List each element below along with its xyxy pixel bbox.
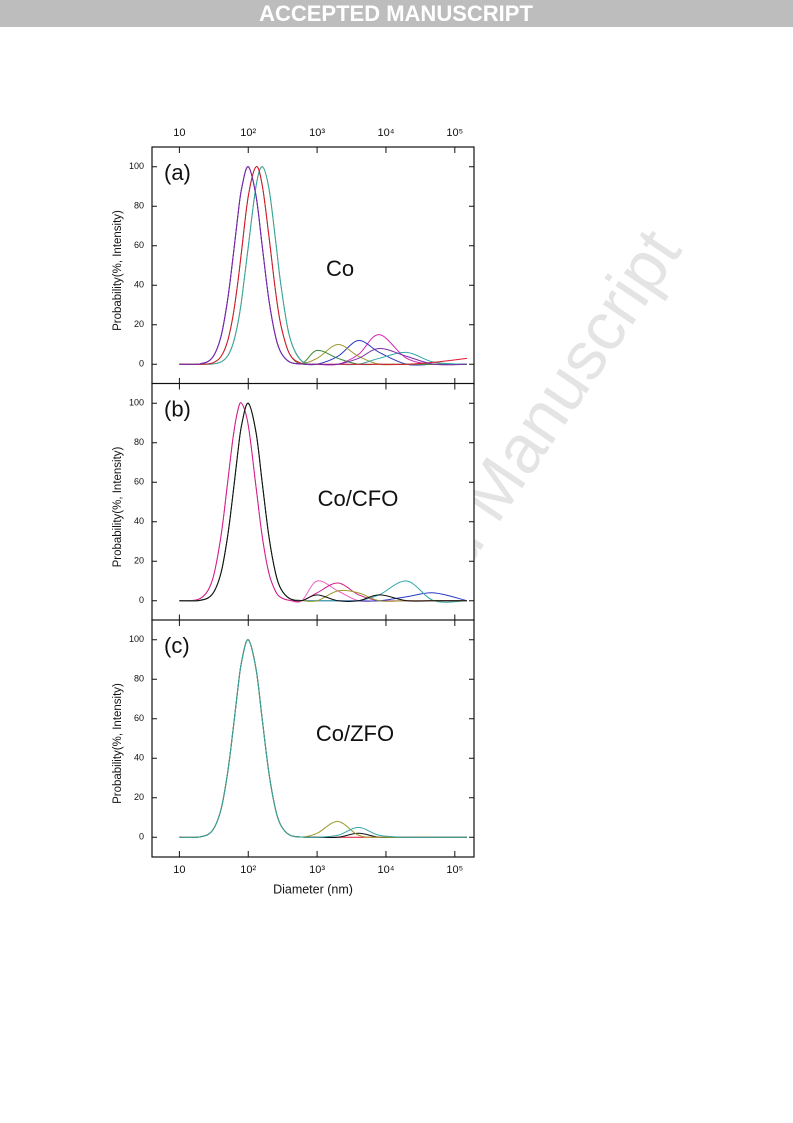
y-tick-label: 20 [134,319,144,329]
y-axis-label: Probability(%, Intensity) [112,210,124,331]
annotation: Co/CFO [318,486,399,511]
y-tick-label: 60 [134,477,144,487]
y-tick-label: 100 [129,398,144,408]
series-group [179,402,468,603]
y-tick-label: 20 [134,556,144,566]
x-tick-label: 10⁵ [446,864,463,876]
x-axis-label: Diameter (nm) [273,882,353,896]
y-tick-label: 80 [134,437,144,447]
plot-area [152,383,474,621]
x-tick-label: 10⁴ [377,127,394,139]
y-axis-label: Probability(%, Intensity) [112,446,124,567]
series-line [179,166,467,365]
series-line [179,166,467,366]
series-line [179,639,467,838]
x-tick-label: 10 [173,864,185,876]
series-group [179,166,467,366]
y-tick-label: 100 [129,634,144,644]
panel-label: (b) [164,396,191,421]
x-tick-label: 10 [173,127,185,139]
y-tick-label: 0 [139,832,144,842]
y-tick-label: 40 [134,280,144,290]
y-tick-label: 0 [139,359,144,369]
y-tick-label: 80 [134,674,144,684]
y-tick-label: 60 [134,713,144,723]
x-tick-label: 10³ [309,864,325,876]
header-bar [0,0,793,27]
y-tick-label: 40 [134,753,144,763]
panel-label: (c) [164,633,190,658]
series-group [179,639,467,839]
series-line [179,166,467,366]
x-tick-label: 10⁴ [377,864,394,876]
y-tick-label: 100 [129,161,144,171]
x-tick-label: 10⁵ [446,127,463,139]
header: ACCEPTED MANUSCRIPT [259,1,533,26]
x-tick-label: 10² [240,127,256,139]
y-tick-label: 80 [134,201,144,211]
x-tick-label: 10² [240,864,256,876]
y-tick-label: 40 [134,516,144,526]
annotation: Co/ZFO [316,721,394,746]
y-tick-label: 20 [134,792,144,802]
plot-area [152,147,474,384]
x-tick-label: 10³ [309,127,325,139]
series-line [179,402,467,602]
plot-area [152,620,474,857]
y-axis-label: Probability(%, Intensity) [112,683,124,804]
y-tick-label: 0 [139,595,144,605]
series-line [179,402,467,602]
panel-label: (a) [164,160,191,185]
plot-frame [151,619,475,858]
annotation: Co [326,256,354,281]
y-tick-label: 60 [134,240,144,250]
